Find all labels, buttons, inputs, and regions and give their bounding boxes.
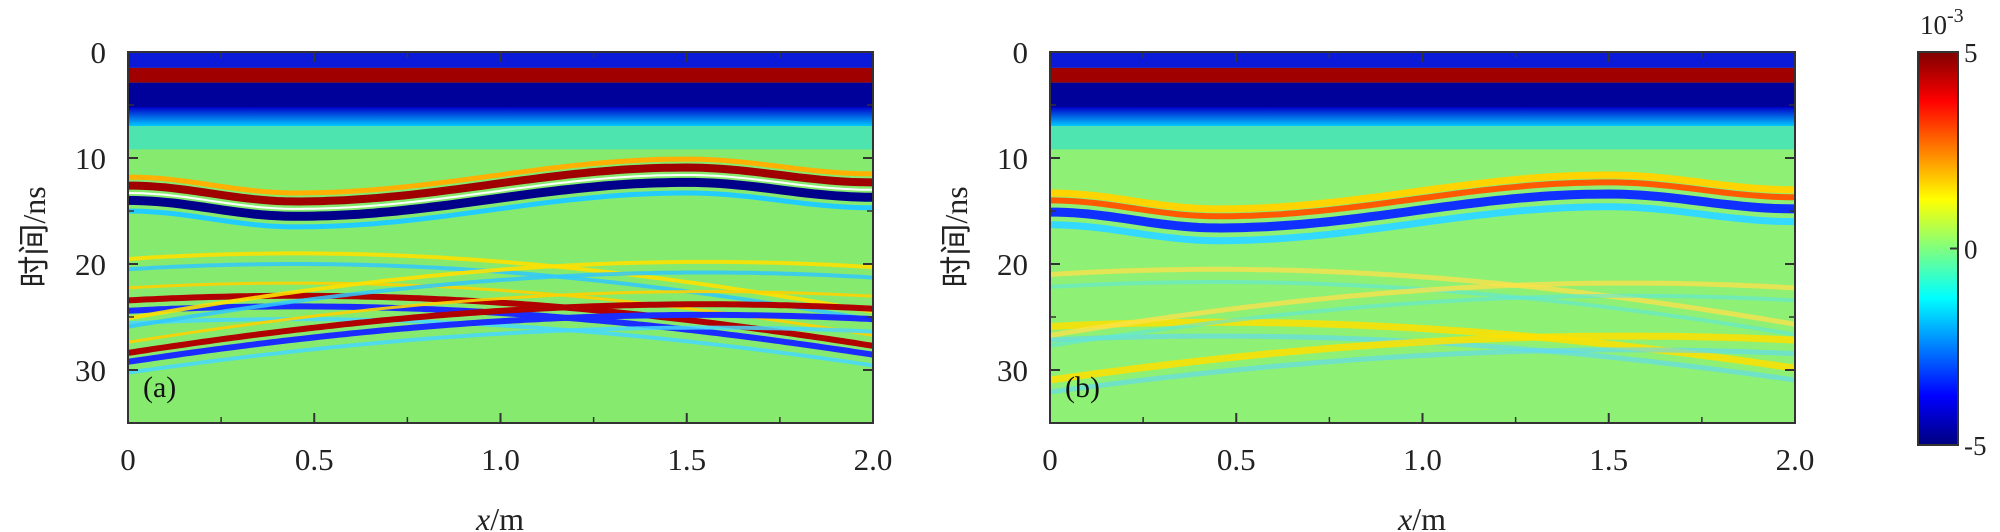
y-tick-label: 10 [75, 141, 106, 176]
x-tick-label: 1.0 [1403, 442, 1442, 477]
direct-wave-tail [128, 107, 873, 127]
heatmap-b [1050, 52, 1795, 423]
panel-label-b: (b) [1065, 371, 1100, 404]
direct-wave-fade [1050, 126, 1795, 150]
reflection-trough [1050, 189, 1795, 233]
direct-wave-peak [1050, 67, 1795, 83]
reflection-tail [128, 190, 873, 230]
x-axis-label-b: x/m [1397, 501, 1446, 532]
direct-wave-fade [128, 126, 873, 150]
hyperbola-right-upper-trough [1050, 293, 1795, 348]
hyperbola-right-trough [1050, 347, 1795, 395]
y-axis-label-b: 时间/ns [938, 186, 974, 287]
x-axis-var-a: x [475, 501, 490, 532]
x-tick-label: 2.0 [1776, 442, 1815, 477]
hyperbola-right-upper [128, 259, 873, 321]
hyperbola-right-upper-trough [128, 270, 873, 329]
hyperbola-right-pre [128, 290, 873, 344]
panel-b: 0 10 20 30 0 0.5 1.0 1.5 2.0 (b) x/m 时间/ns [938, 35, 1814, 532]
reflection-trough [128, 177, 873, 221]
hyperbola-right-upper [1050, 280, 1795, 338]
reflection-yellow [128, 156, 873, 196]
y-tick-label: 20 [75, 247, 106, 282]
x-tick-label: 1.5 [1589, 442, 1628, 477]
reflection-peak [1050, 179, 1795, 220]
x-tick-label: 0 [120, 442, 136, 477]
direct-wave-peak [128, 67, 873, 83]
colorbar-ticks: 5 0 -5 [1950, 38, 1987, 461]
y-tick-label: 10 [997, 141, 1028, 176]
x-tick-label: 1.0 [481, 442, 520, 477]
y-tick-label: 20 [997, 247, 1028, 282]
heatmap-a [128, 52, 873, 423]
hyperbola-right-trough [128, 311, 873, 365]
x-axis-unit-b: /m [1412, 501, 1446, 532]
x-axis-var-b: x [1397, 501, 1412, 532]
colorbar-exponent-power: -3 [1947, 5, 1964, 27]
reflection-zero [128, 174, 873, 210]
reflection-yellow [1050, 171, 1795, 213]
colorbar: 10-3 5 0 -5 [1917, 5, 1987, 461]
hyperbola-right-tail [128, 325, 873, 375]
y-tick-label: 0 [91, 35, 107, 70]
axes-ticks-a: 0 10 20 30 0 0.5 1.0 1.5 2.0 [75, 35, 892, 477]
x-axis-label-a: x/m [475, 501, 524, 532]
x-tick-label: 1.5 [667, 442, 706, 477]
colorbar-exponent: 10-3 [1920, 5, 1964, 40]
colorbar-tick-label: -5 [1964, 431, 1987, 461]
direct-wave-trough [1050, 82, 1795, 107]
hyperbola-left-tail [128, 317, 873, 368]
colorbar-tick-label: 0 [1964, 235, 1978, 265]
reflection-tail [1050, 203, 1795, 245]
direct-wave-tail [1050, 107, 1795, 127]
x-tick-label: 0 [1042, 442, 1058, 477]
x-tick-label: 0.5 [295, 442, 334, 477]
hyperbola-right-peak [128, 301, 873, 356]
reflection-peak [128, 163, 873, 206]
panel-label-a: (a) [143, 371, 176, 404]
y-tick-label: 30 [75, 353, 106, 388]
hyperbola-right-peak [1050, 332, 1795, 384]
x-tick-label: 0.5 [1217, 442, 1256, 477]
y-tick-label: 30 [997, 353, 1028, 388]
axes-ticks-b: 0 10 20 30 0 0.5 1.0 1.5 2.0 [997, 35, 1814, 477]
hyperbola-left-upper [1050, 266, 1795, 327]
y-axis-label-a: 时间/ns [16, 186, 52, 287]
panel-a: 0 10 20 30 0 0.5 1.0 1.5 2.0 (a) x/m 时间/ns [16, 35, 892, 532]
direct-wave-trough [128, 82, 873, 107]
colorbar-exponent-base: 10 [1920, 10, 1947, 40]
x-axis-unit-a: /m [490, 501, 524, 532]
y-tick-label: 0 [1013, 35, 1029, 70]
x-tick-label: 2.0 [854, 442, 893, 477]
colorbar-tick-label: 5 [1964, 38, 1978, 68]
